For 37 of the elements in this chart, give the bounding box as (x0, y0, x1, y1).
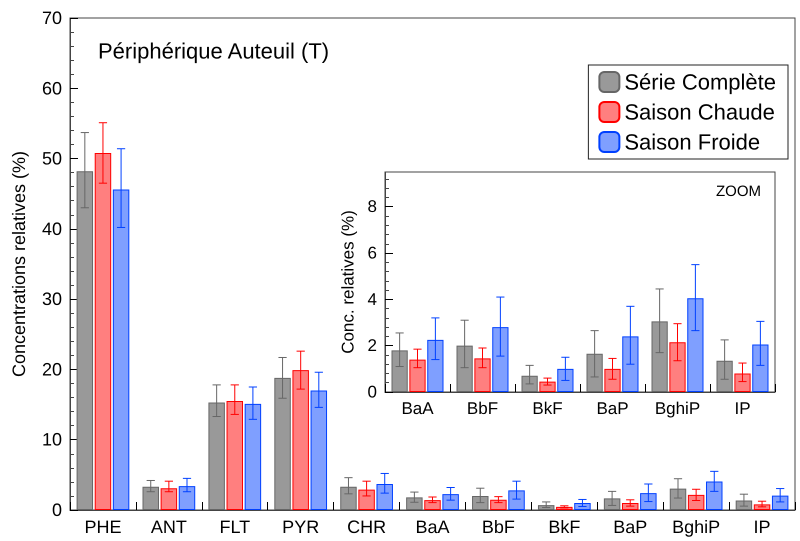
x-tick-label: PHE (84, 517, 122, 537)
y-tick-label: 4 (368, 290, 377, 309)
x-tick-label: BbF (466, 399, 498, 418)
x-tick-label: BaP (596, 399, 629, 418)
x-tick-label: BbF (482, 517, 515, 537)
x-tick-label: PYR (282, 517, 320, 537)
y-tick-label: 40 (42, 218, 62, 239)
y-tick-label: 60 (42, 78, 62, 98)
y-tick-label: 0 (368, 382, 377, 402)
y-tick-label: 70 (42, 8, 62, 28)
annotation: ZOOM (716, 183, 762, 200)
y-axis-title: Conc. relatives (%) (338, 210, 358, 354)
text: Périphérique Auteuil (T) (98, 38, 330, 64)
x-tick-label: BkF (532, 399, 563, 418)
x-tick-label: BaP (613, 517, 648, 537)
y-axis-title: Concentrations relatives (%) (9, 150, 29, 378)
x-tick-label: BghiP (672, 517, 720, 537)
x-tick-label: CHR (347, 517, 386, 537)
x-tick-label: BaA (401, 399, 434, 418)
y-tick-label: 8 (368, 197, 377, 216)
y-tick-label: 30 (42, 289, 62, 310)
x-tick-label: IP (754, 517, 771, 537)
y-tick-label: 20 (42, 359, 62, 380)
x-tick-label: BaA (415, 517, 450, 537)
y-tick-label: 0 (52, 500, 62, 520)
x-tick-label: FLT (219, 517, 250, 537)
x-tick-label: BkF (548, 517, 580, 537)
legend-label: Série Complète (624, 70, 776, 94)
x-tick-label: IP (734, 399, 751, 418)
y-tick-label: 6 (368, 244, 377, 263)
legend-label: Saison Froide (624, 130, 760, 154)
x-tick-label: ANT (150, 517, 187, 537)
y-tick-label: 2 (368, 336, 377, 356)
legend-label: Saison Chaude (624, 100, 775, 124)
y-tick-label: 10 (42, 430, 62, 450)
x-tick-label: BghiP (654, 399, 700, 418)
y-tick-label: 50 (42, 148, 62, 169)
